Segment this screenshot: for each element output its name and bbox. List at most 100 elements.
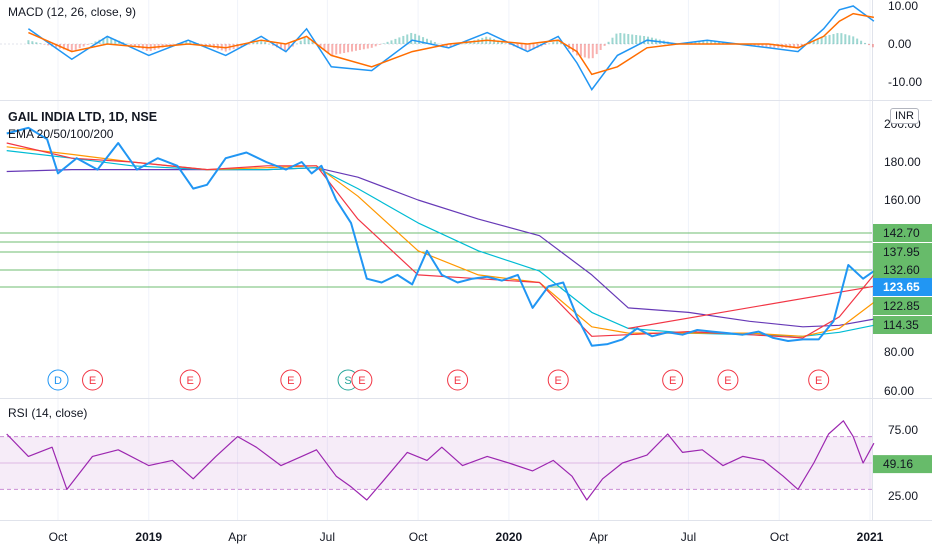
macd-histogram-bar bbox=[295, 43, 298, 45]
price-level-label-box bbox=[873, 278, 932, 296]
macd-histogram-bar bbox=[426, 38, 429, 44]
macd-histogram-bar bbox=[769, 44, 772, 48]
price-level-label-box bbox=[873, 224, 932, 242]
macd-y-tick-label: 0.00 bbox=[888, 37, 912, 51]
macd-pane-title[interactable]: MACD (12, 26, close, 9) bbox=[8, 5, 137, 19]
macd-histogram-bar bbox=[74, 44, 77, 50]
macd-histogram-bar bbox=[106, 36, 109, 44]
macd-histogram-bar bbox=[552, 42, 555, 44]
macd-histogram-bar bbox=[283, 44, 286, 52]
macd-histogram-bar bbox=[595, 44, 598, 55]
macd-histogram-bar bbox=[319, 44, 322, 48]
event-marker-label: E bbox=[89, 375, 96, 387]
macd-histogram-bar bbox=[35, 42, 38, 44]
macd-histogram-bar bbox=[556, 40, 559, 44]
macd-histogram-bar bbox=[504, 43, 507, 44]
macd-histogram-bar bbox=[370, 44, 373, 48]
macd-histogram-bar bbox=[39, 43, 42, 44]
x-axis-tick-label: Oct bbox=[409, 530, 428, 544]
macd-histogram-bar bbox=[497, 40, 500, 44]
macd-histogram-bar bbox=[816, 39, 819, 44]
macd-histogram-bar bbox=[718, 41, 721, 44]
x-axis-tick-label: Apr bbox=[228, 530, 247, 544]
x-axis-tick-label: Oct bbox=[770, 530, 789, 544]
rsi-pane-title[interactable]: RSI (14, close) bbox=[8, 406, 88, 420]
macd-series-signal-line bbox=[28, 12, 875, 76]
symbol-title[interactable]: GAIL INDIA LTD, 1D, NSE bbox=[8, 110, 158, 124]
macd-histogram-bar bbox=[635, 35, 638, 44]
macd-histogram-bar bbox=[240, 44, 243, 47]
macd-histogram-bar bbox=[445, 44, 448, 47]
event-marker-circle bbox=[179, 369, 201, 391]
macd-histogram-bar bbox=[70, 44, 73, 52]
macd-histogram-bar bbox=[86, 44, 89, 45]
x-axis-tick-label: 2021 bbox=[857, 530, 884, 544]
macd-histogram-bar bbox=[544, 44, 547, 45]
macd-histogram-bar bbox=[402, 35, 405, 44]
event-marker-label: E bbox=[724, 375, 731, 387]
macd-histogram-bar bbox=[591, 44, 594, 59]
rsi-last-value-label: 49.16 bbox=[883, 457, 913, 471]
macd-histogram-bar bbox=[619, 32, 622, 44]
macd-histogram-bar bbox=[532, 44, 535, 50]
macd-histogram-bar bbox=[248, 44, 251, 45]
price-y-tick-label: 180.00 bbox=[884, 155, 921, 169]
macd-histogram-bar bbox=[832, 34, 835, 44]
x-axis-tick-label: Jul bbox=[320, 530, 335, 544]
ema-legend-title[interactable]: EMA 20/50/100/200 bbox=[8, 127, 114, 141]
macd-histogram-bar bbox=[516, 44, 519, 48]
macd-histogram-bar bbox=[137, 44, 140, 48]
macd-histogram-bar bbox=[406, 34, 409, 44]
macd-histogram-bar bbox=[599, 44, 602, 50]
rsi-y-tick-label: 75.00 bbox=[888, 423, 918, 437]
macd-histogram-bar bbox=[31, 41, 34, 44]
macd-histogram-bar bbox=[461, 43, 464, 45]
macd-histogram-bar bbox=[627, 33, 630, 44]
macd-histogram-bar bbox=[335, 44, 338, 55]
macd-histogram-bar bbox=[27, 40, 30, 44]
macd-histogram-bar bbox=[398, 37, 401, 44]
macd-histogram-bar bbox=[130, 44, 133, 46]
macd-histogram-bar bbox=[560, 42, 563, 44]
price-series-ema-200-line bbox=[6, 167, 875, 328]
macd-histogram-bar bbox=[410, 32, 413, 44]
macd-histogram-bar bbox=[90, 43, 93, 44]
macd-histogram-bar bbox=[528, 44, 531, 51]
macd-histogram-bar bbox=[773, 44, 776, 48]
price-level-label: 122.85 bbox=[883, 299, 920, 313]
price-level-label: 142.70 bbox=[883, 226, 920, 240]
event-marker-circle bbox=[351, 369, 373, 391]
event-marker-circle bbox=[547, 369, 569, 391]
macd-histogram-bar bbox=[856, 38, 859, 44]
macd-histogram-bar bbox=[343, 44, 346, 53]
macd-histogram-bar bbox=[765, 44, 768, 48]
macd-histogram-bar bbox=[362, 44, 365, 50]
x-axis-tick-label: Apr bbox=[589, 530, 608, 544]
macd-histogram-bar bbox=[126, 43, 129, 45]
event-marker-circle bbox=[808, 369, 830, 391]
rsi-last-value-box bbox=[873, 455, 932, 474]
macd-histogram-bar bbox=[579, 44, 582, 57]
macd-histogram-bar bbox=[264, 42, 267, 44]
macd-histogram-bar bbox=[824, 35, 827, 44]
price-level-label: 123.65 bbox=[883, 280, 920, 294]
event-marker-label: S bbox=[344, 375, 351, 387]
event-marker-circle bbox=[717, 369, 739, 391]
currency-badge[interactable]: INR bbox=[890, 108, 919, 124]
macd-histogram-bar bbox=[449, 44, 452, 48]
event-marker-label: E bbox=[187, 375, 194, 387]
macd-histogram-bar bbox=[307, 37, 310, 44]
event-marker-label: E bbox=[287, 375, 294, 387]
macd-histogram-bar bbox=[465, 42, 468, 44]
macd-histogram-bar bbox=[390, 40, 393, 44]
event-marker-circle bbox=[82, 369, 104, 391]
macd-histogram-bar bbox=[110, 37, 113, 44]
macd-histogram-bar bbox=[311, 40, 314, 44]
macd-histogram-bar bbox=[165, 44, 168, 47]
macd-histogram-bar bbox=[868, 44, 871, 46]
macd-histogram-bar bbox=[840, 33, 843, 44]
price-level-label: 114.35 bbox=[883, 318, 919, 332]
macd-histogram-bar bbox=[796, 44, 799, 48]
price-y-tick-label: 160.00 bbox=[884, 193, 921, 207]
